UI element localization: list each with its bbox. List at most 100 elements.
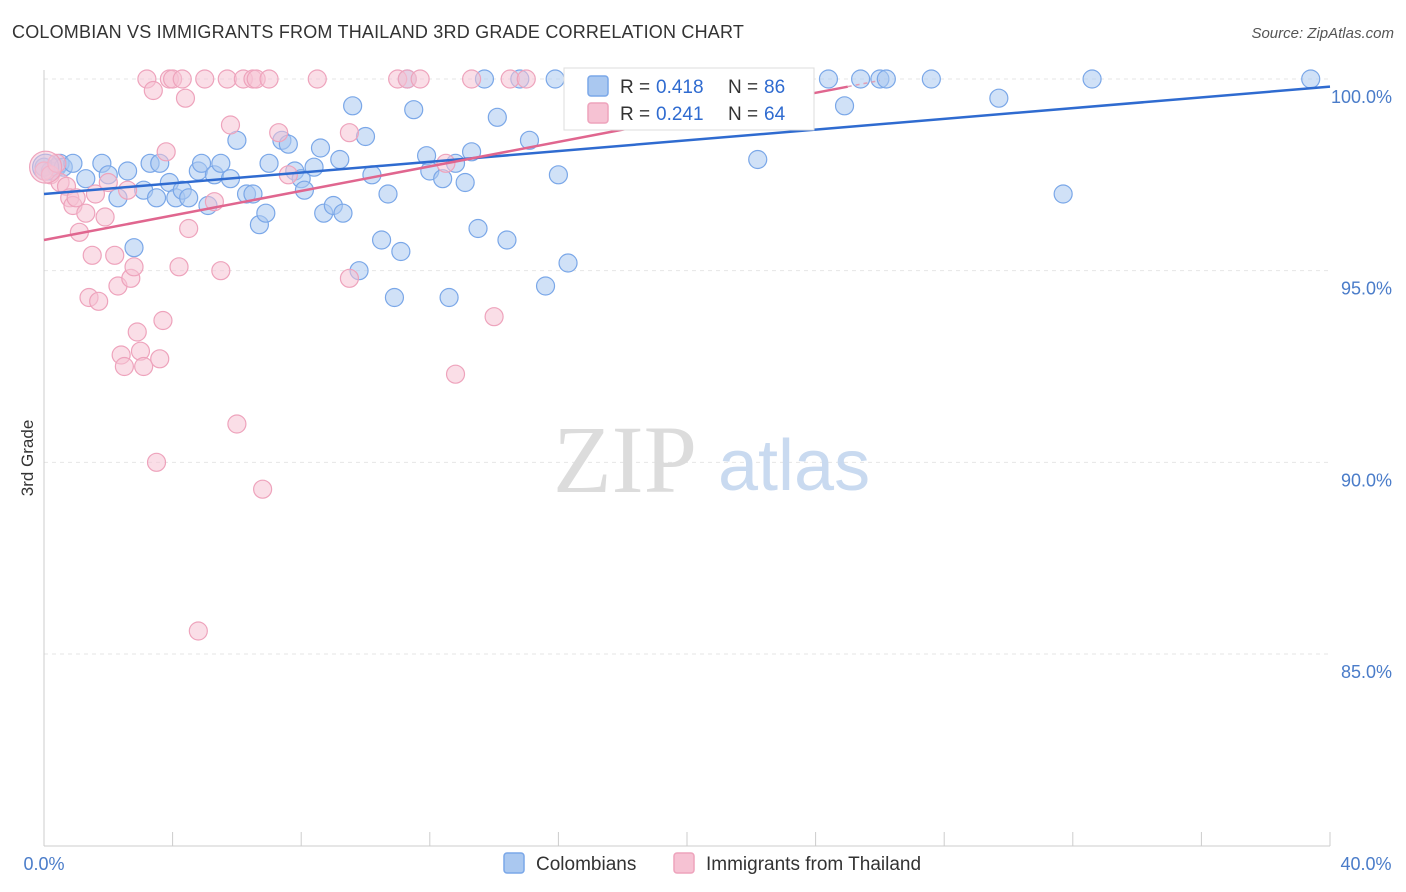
bottom-legend-thailand: Immigrants from Thailand (706, 854, 921, 875)
scatter-point (153, 310, 173, 331)
scatter-point (500, 69, 520, 89)
legend-n-value-1: 86 (764, 77, 785, 98)
scatter-point (362, 165, 382, 185)
scatter-point (989, 88, 1009, 108)
scatter-point (146, 188, 167, 208)
scatter-point (63, 153, 83, 173)
trend-line-thailand-extension (847, 79, 881, 88)
scatter-point (339, 268, 360, 288)
scatter-point (95, 207, 115, 227)
scatter-point (269, 123, 289, 143)
scatter-point (259, 153, 279, 173)
legend-r-value-2: 0.241 (656, 104, 704, 125)
scatter-point (179, 188, 199, 208)
scatter-point (468, 218, 488, 239)
legend-r-label-2: R = (620, 104, 650, 125)
scatter-point (89, 291, 109, 311)
scatter-point (105, 245, 125, 265)
scatter-point (227, 414, 247, 434)
scatter-point (256, 203, 276, 223)
series-thailand (29, 69, 536, 641)
scatter-point (410, 69, 430, 89)
scatter-point (146, 452, 167, 472)
watermark-atlas: atlas (718, 426, 870, 506)
scatter-point (98, 172, 118, 193)
scatter-point (259, 69, 279, 89)
scatter-point (127, 322, 147, 342)
bottom-legend-swatch-thailand (673, 852, 695, 874)
scatter-point (1301, 69, 1321, 89)
scatter-point (355, 126, 376, 147)
scatter-point (114, 356, 134, 377)
y-tick-labels: 100.0% 95.0% 90.0% 85.0% (1331, 87, 1392, 682)
scatter-point (834, 96, 855, 116)
y-tick-label: 100.0% (1331, 87, 1392, 107)
x-tick-label-min: 0.0% (23, 854, 64, 874)
scatter-point (179, 218, 199, 239)
y-tick-label: 85.0% (1341, 662, 1392, 682)
scatter-point (378, 184, 398, 204)
scatter-point (143, 80, 163, 101)
scatter-point (211, 153, 231, 173)
scatter-point (391, 241, 411, 262)
scatter-point (371, 230, 392, 250)
scatter-point (484, 307, 504, 327)
scatter-point (548, 165, 569, 185)
scatter-point (497, 230, 517, 250)
scatter-point (66, 188, 86, 208)
scatter-point (851, 69, 871, 89)
scatter-point (1082, 69, 1102, 89)
scatter-point (330, 149, 350, 170)
scatter-point (439, 287, 459, 308)
scatter-point (404, 100, 424, 120)
bottom-legend-swatch-colombians (503, 852, 525, 874)
scatter-point (156, 142, 176, 162)
scatter-point (558, 253, 578, 273)
bottom-legend: Colombians Immigrants from Thailand (503, 852, 921, 875)
y-tick-label: 95.0% (1341, 279, 1392, 299)
scatter-point (217, 69, 237, 89)
scatter-point (169, 257, 189, 277)
stats-legend: R = 0.418 N = 86 R = 0.241 N = 64 (563, 67, 815, 131)
scatter-point (748, 149, 768, 170)
x-axis-ticks (43, 832, 1331, 846)
watermark-zip: ZIP (553, 406, 697, 513)
scatter-point (211, 261, 231, 281)
scatter-point (124, 238, 144, 258)
chart-title: COLOMBIAN VS IMMIGRANTS FROM THAILAND 3R… (12, 22, 744, 42)
scatter-point (117, 161, 138, 181)
scatter-point (310, 138, 331, 158)
scatter-point (461, 69, 482, 89)
scatter-point (195, 69, 215, 89)
scatter-point-cluster (29, 150, 63, 184)
scatter-point (445, 364, 466, 384)
scatter-point (134, 356, 154, 377)
scatter-point (175, 88, 196, 108)
scatter-point (1053, 184, 1073, 204)
scatter-point (333, 203, 353, 223)
watermark: ZIP atlas (553, 406, 870, 513)
scatter-point (117, 180, 138, 200)
scatter-point (487, 107, 507, 127)
scatter-point (519, 130, 540, 150)
scatter-point (921, 69, 941, 89)
y-tick-label: 90.0% (1341, 470, 1392, 490)
legend-r-value-1: 0.418 (656, 77, 704, 98)
scatter-point (172, 69, 192, 89)
scatter-point (76, 169, 96, 189)
scatter-point (535, 276, 556, 296)
legend-n-label-2: N = (728, 104, 758, 125)
scatter-point (82, 245, 102, 265)
legend-n-value-2: 64 (764, 104, 786, 125)
scatter-point (150, 349, 170, 369)
gridlines (44, 78, 1330, 655)
scatter-point (516, 69, 536, 89)
scatter-point (455, 172, 475, 193)
scatter-point (220, 115, 241, 135)
legend-n-label-1: N = (728, 77, 758, 98)
scatter-point (124, 257, 144, 277)
scatter-point (876, 69, 896, 89)
scatter-point (818, 69, 839, 89)
legend-swatch-colombians (587, 75, 609, 97)
